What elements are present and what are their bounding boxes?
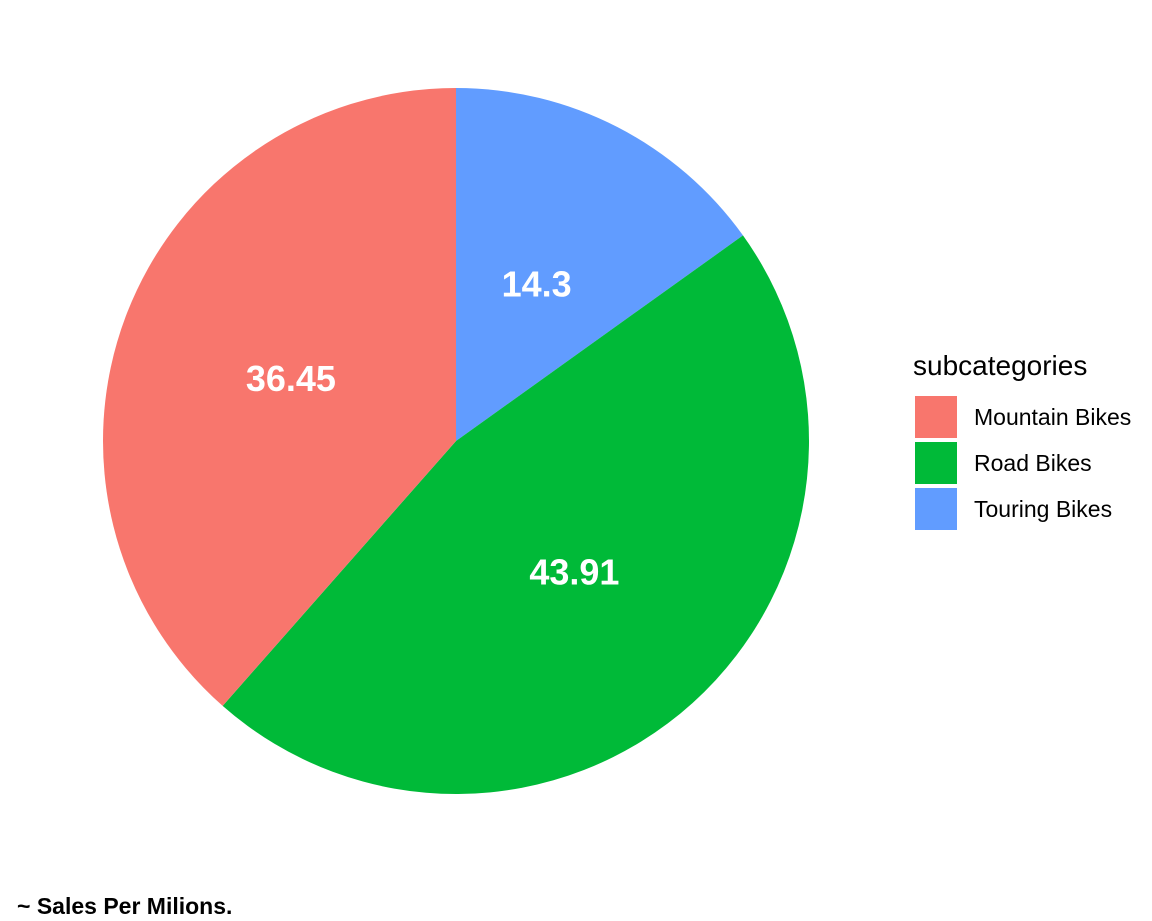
- pie-slice-road-bikes: [222, 235, 809, 794]
- legend-label-mountain-bikes: Mountain Bikes: [974, 403, 1132, 430]
- legend-item-touring-bikes: Touring Bikes: [913, 486, 1149, 532]
- legend-label-touring-bikes: Touring Bikes: [974, 495, 1113, 522]
- legend-key-mountain-bikes: [915, 396, 957, 438]
- slice-value-label-road-bikes: 43.91: [529, 551, 619, 592]
- slice-value-label-mountain-bikes: 36.45: [246, 358, 336, 399]
- legend-title: subcategories: [913, 350, 1088, 381]
- pie-slice-labels: 14.3 43.91 36.45: [246, 264, 620, 593]
- pie-slices: [102, 88, 809, 794]
- legend: subcategories Mountain Bikes Road Bikes …: [913, 348, 1149, 532]
- pie-slice-mountain-bikes: [102, 88, 456, 706]
- legend-label-road-bikes: Road Bikes: [974, 449, 1092, 476]
- legend-key-road-bikes: [915, 442, 957, 484]
- pie-slice-touring-bikes: [456, 88, 743, 441]
- legend-item-road-bikes: Road Bikes: [913, 440, 1149, 486]
- chart-caption: ~ Sales Per Milions.: [17, 893, 233, 919]
- legend-item-mountain-bikes: Mountain Bikes: [913, 394, 1149, 440]
- legend-key-touring-bikes: [915, 488, 957, 530]
- slice-value-label-touring-bikes: 14.3: [502, 264, 572, 305]
